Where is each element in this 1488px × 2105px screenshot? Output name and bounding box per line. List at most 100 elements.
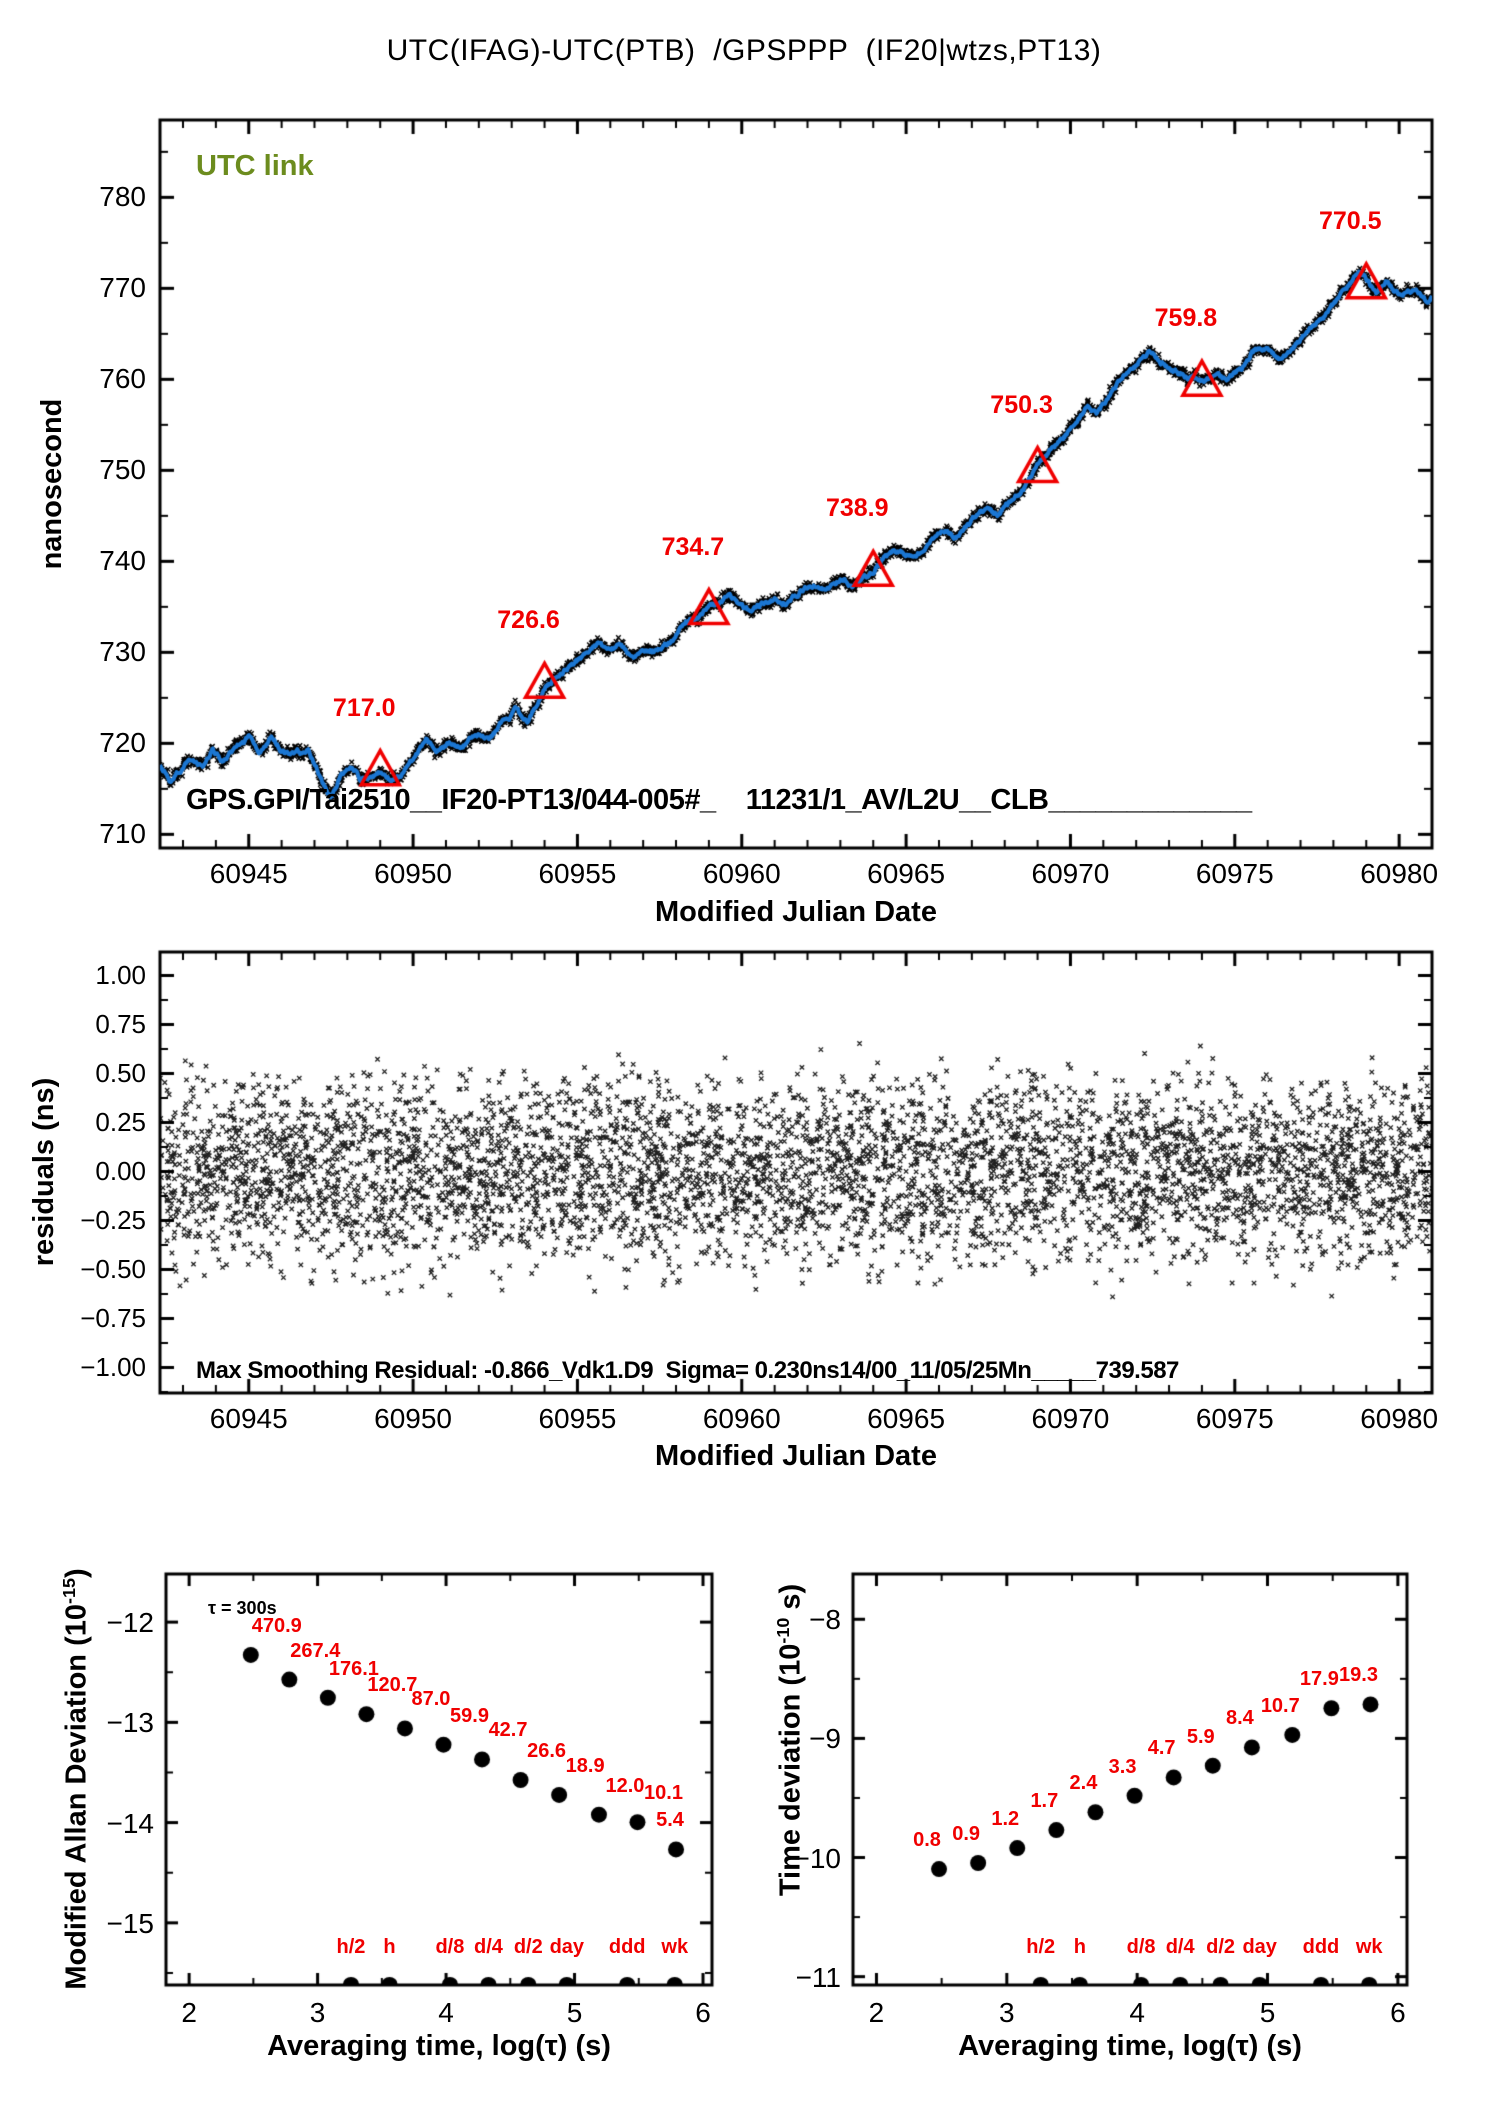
daily-value-label: 734.7	[661, 532, 725, 561]
time-marker-label: h/2	[336, 1936, 366, 1958]
y-tick-label: −15	[106, 1907, 155, 1939]
x-tick-label: 60960	[702, 858, 781, 889]
mad-value-label: 87.0	[411, 1688, 451, 1711]
y-tick-label: −9	[809, 1723, 841, 1755]
x-tick-label: 60970	[1031, 1403, 1110, 1434]
main-title: UTC(IFAG)-UTC(PTB) /GPSPPP (IF20|wtzs,PT…	[386, 34, 1102, 67]
tdev-value-label: 3.3	[1108, 1755, 1137, 1778]
y-tick-label: 720	[99, 727, 146, 759]
y-tick-label: 770	[99, 272, 146, 304]
daily-value-label: 759.8	[1154, 304, 1218, 333]
x-tick-label: 6	[695, 1997, 711, 2028]
x-tick-label: 2	[181, 1997, 197, 2028]
x-tick-label: 60965	[867, 858, 946, 889]
mad-x-axis-label: Averaging time, log(τ) (s)	[267, 2030, 611, 2062]
time-marker-label: ddd	[1302, 1936, 1340, 1958]
mad-value-label: 26.6	[527, 1740, 567, 1762]
mad-y-label-post: )	[60, 1568, 93, 1579]
y-tick-label: 0.50	[95, 1057, 146, 1088]
time-marker-label: d/8	[435, 1936, 465, 1958]
time-marker-label: d/4	[474, 1936, 503, 1958]
tdev-value-label: 1.7	[1030, 1790, 1059, 1813]
daily-value-label: 770.5	[1318, 206, 1382, 235]
x-tick-label: 60965	[867, 1403, 946, 1434]
time-marker-label: h	[383, 1936, 396, 1958]
top-x-axis-label: Modified Julian Date	[655, 896, 937, 928]
mad-value-label: 12.0	[605, 1774, 645, 1797]
y-tick-label: −12	[106, 1607, 155, 1639]
y-tick-label: −10	[793, 1842, 842, 1874]
mad-value-label: 120.7	[367, 1674, 418, 1697]
daily-value-label: 738.9	[825, 494, 889, 523]
time-marker-label: ddd	[608, 1936, 646, 1958]
y-tick-label: 730	[99, 636, 146, 668]
y-tick-label: 0.00	[95, 1155, 146, 1186]
tdev-value-label: 0.8	[913, 1829, 941, 1852]
x-tick-label: 60975	[1195, 1403, 1274, 1434]
tdev-value-label: 10.7	[1260, 1694, 1300, 1717]
y-tick-label: −11	[795, 1961, 841, 1993]
y-tick-label: 1.00	[95, 959, 146, 990]
x-tick-label: 5	[566, 1997, 583, 2028]
mad-value-label: 59.9	[450, 1704, 489, 1727]
y-tick-label: 750	[99, 454, 146, 486]
x-tick-label: 60980	[1360, 1403, 1439, 1434]
y-tick-label: −0.25	[80, 1204, 146, 1235]
mad-value-label: 42.7	[488, 1719, 528, 1742]
smoothing-annotation: Max Smoothing Residual: -0.866_Vdk1.D9 S…	[196, 1357, 1179, 1384]
y-tick-label: −8	[809, 1604, 841, 1636]
time-marker-label: d/2	[513, 1936, 543, 1958]
mad-value-label: 470.9	[251, 1614, 302, 1637]
y-tick-label: 740	[99, 545, 146, 577]
tdev-value-label: 1.2	[991, 1808, 1020, 1831]
tdev-value-label: 5.9	[1186, 1725, 1215, 1748]
mad-value-label: 18.9	[565, 1754, 605, 1777]
x-tick-label: 4	[1129, 1997, 1145, 2028]
tau-note: τ = 300s	[208, 1598, 277, 1618]
x-tick-label: 4	[438, 1997, 454, 2028]
time-marker-label: wk	[661, 1936, 689, 1958]
y-tick-label: −0.50	[80, 1253, 146, 1284]
daily-value-label: 726.6	[497, 606, 560, 635]
tdev-value-label: 4.7	[1147, 1737, 1176, 1760]
x-tick-label: 60945	[209, 1403, 288, 1434]
tdev-value-label: 2.4	[1069, 1772, 1098, 1795]
y-tick-label: −13	[106, 1707, 155, 1739]
utc-link-label: UTC link	[196, 150, 314, 182]
x-tick-label: 60950	[374, 858, 453, 889]
x-tick-label: 60975	[1195, 858, 1274, 889]
mad-value-label: 5.4	[656, 1809, 684, 1832]
x-tick-label: 5	[1259, 1997, 1276, 2028]
daily-value-label: 750.3	[990, 390, 1053, 419]
time-marker-label: day	[549, 1936, 585, 1958]
x-tick-label: 2	[868, 1997, 885, 2028]
time-marker-label: day	[1242, 1936, 1277, 1958]
time-marker-label: wk	[1355, 1936, 1383, 1958]
time-marker-label: h	[1073, 1936, 1086, 1958]
tdev-x-axis-label: Averaging time, log(τ) (s)	[958, 2030, 1302, 2062]
mad-value-label: 176.1	[328, 1657, 379, 1680]
middle-x-axis-label: Modified Julian Date	[655, 1440, 937, 1472]
tdev-value-label: 17.9	[1299, 1668, 1339, 1691]
mad-y-label-sup: -15	[58, 1578, 79, 1605]
y-tick-label: 760	[99, 363, 146, 395]
x-tick-label: 3	[999, 1997, 1015, 2028]
time-marker-label: d/2	[1206, 1936, 1236, 1958]
y-tick-label: 0.75	[95, 1008, 146, 1039]
y-tick-label: −14	[106, 1807, 155, 1839]
y-tick-label: 710	[99, 818, 146, 850]
tdev-value-label: 8.4	[1225, 1707, 1254, 1730]
y-tick-label: −0.75	[80, 1302, 146, 1333]
daily-value-label: 717.0	[332, 693, 396, 722]
time-marker-label: d/8	[1126, 1936, 1156, 1958]
dataset-annotation: GPS.GPI/Tai2510__IF20-PT13/044-005#_ 112…	[186, 784, 1252, 816]
x-tick-label: 3	[309, 1997, 326, 2028]
y-tick-label: −1.00	[80, 1351, 146, 1382]
x-tick-label: 60955	[538, 858, 617, 889]
x-tick-label: 60960	[702, 1403, 781, 1434]
tdev-value-label: 19.3	[1339, 1664, 1378, 1687]
mad-value-label: 10.1	[644, 1782, 683, 1805]
y-tick-label: 780	[99, 181, 146, 213]
time-marker-label: h/2	[1026, 1936, 1056, 1958]
